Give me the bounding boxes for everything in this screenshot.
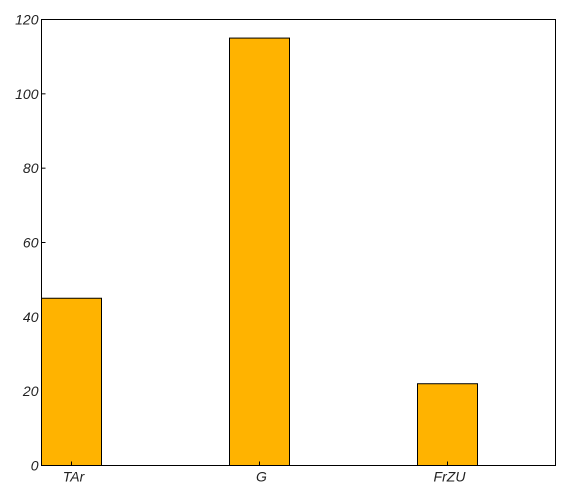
- bar-tar: [41, 297, 102, 466]
- plot-frame: [41, 19, 556, 466]
- y-tick-label: 0: [31, 458, 39, 474]
- y-tick-label: 20: [22, 383, 39, 399]
- y-tick-label: 40: [23, 309, 39, 325]
- bar-g: [229, 37, 290, 466]
- bar-series: [41, 37, 478, 467]
- bar-frzu: [417, 383, 478, 467]
- x-axis: TAr G FrZU: [63, 461, 467, 485]
- x-tick-label: FrZU: [434, 469, 467, 485]
- y-tick-label: 60: [23, 235, 39, 251]
- y-tick-label: 80: [23, 160, 39, 176]
- x-tick-label: TAr: [63, 469, 86, 485]
- y-tick-label: 120: [15, 12, 39, 28]
- y-axis: 0 20 40 60 80 100 120: [15, 12, 46, 474]
- x-tick-label: G: [256, 469, 267, 485]
- y-tick-label: 100: [15, 86, 39, 102]
